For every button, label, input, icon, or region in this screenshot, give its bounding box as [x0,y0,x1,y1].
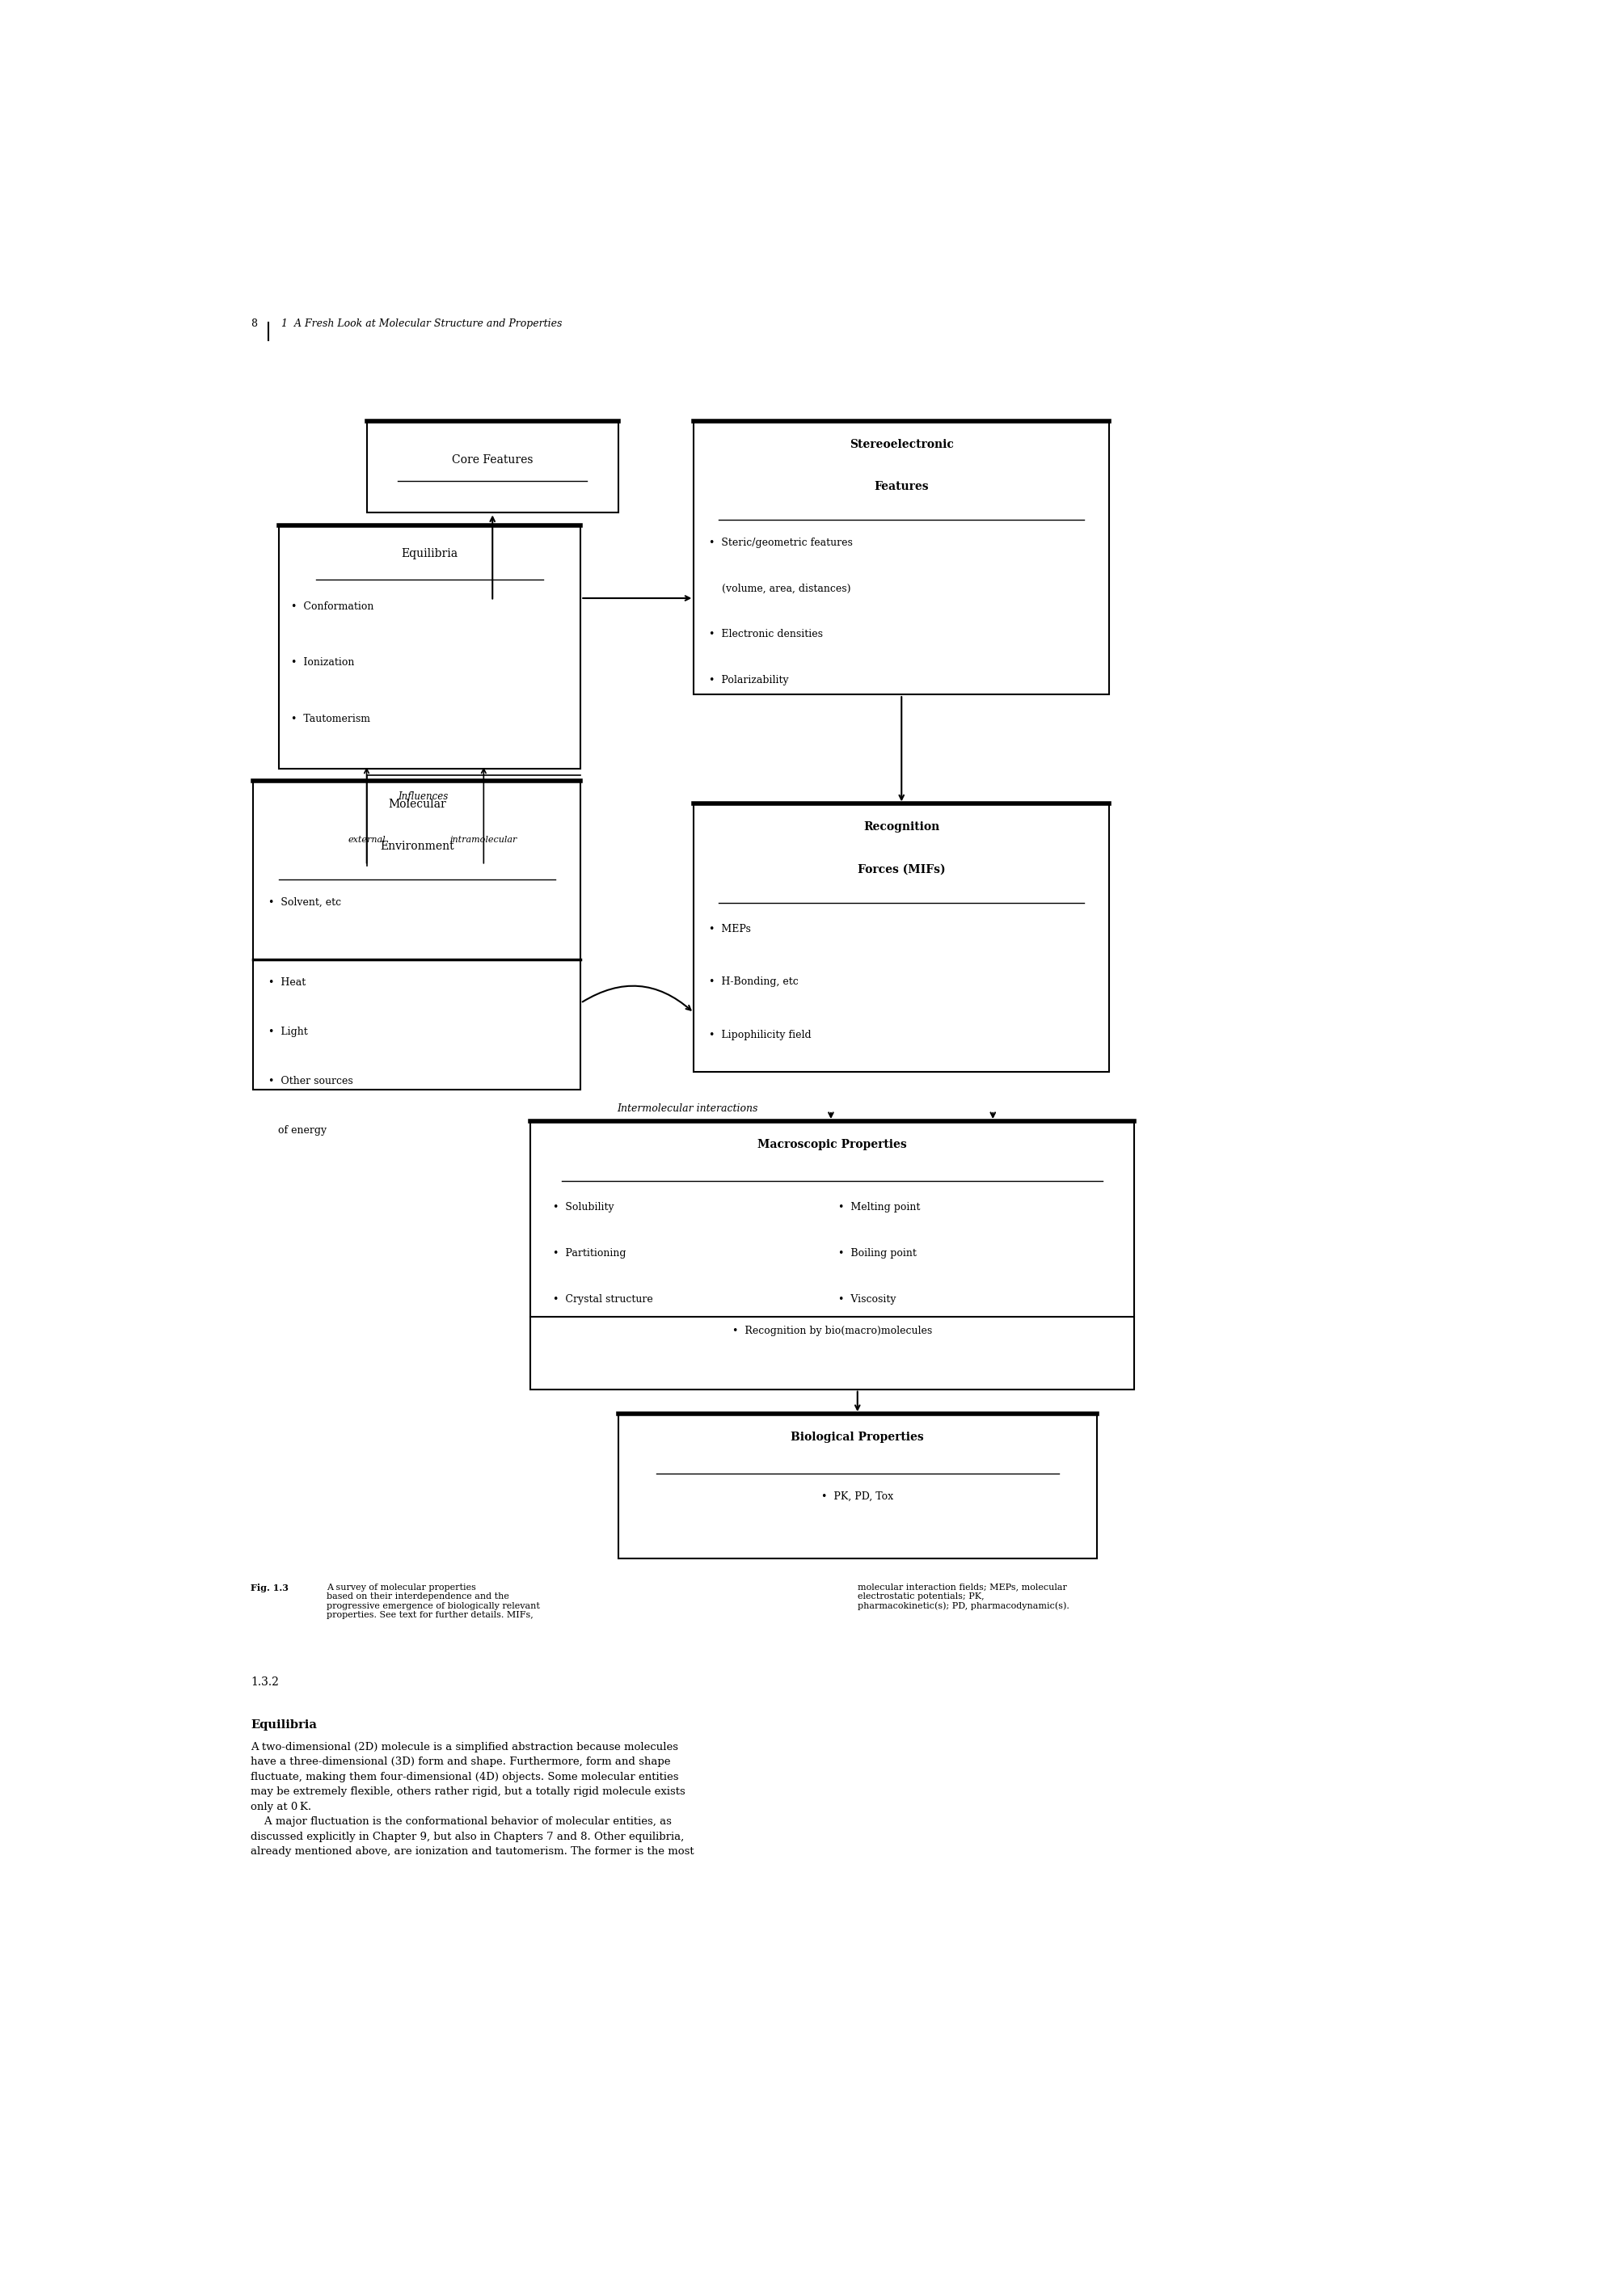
Bar [619,1413,1096,1559]
Text: external: external [348,836,385,843]
Text: Fig. 1.3: Fig. 1.3 [250,1582,289,1592]
Text: Macroscopic Properties: Macroscopic Properties [758,1138,906,1150]
Text: A two-dimensional (2D) molecule is a simplified abstraction because molecules
ha: A two-dimensional (2D) molecule is a sim… [250,1743,695,1857]
Text: •  Crystal structure: • Crystal structure [552,1294,653,1305]
Text: •  Viscosity: • Viscosity [838,1294,896,1305]
Text: Recognition: Recognition [864,822,940,834]
Text: •  MEPs: • MEPs [710,923,750,934]
Bar [279,524,581,769]
Text: •  Recognition by bio(macro)molecules: • Recognition by bio(macro)molecules [732,1326,932,1335]
Text: Equilibria: Equilibria [401,547,458,559]
Text: •  PK, PD, Tox: • PK, PD, Tox [822,1491,893,1502]
Text: •  Heat: • Heat [268,978,305,987]
Text: intramolecular: intramolecular [450,836,518,843]
Text: Environment: Environment [380,840,455,852]
Text: •  Polarizability: • Polarizability [710,676,789,685]
Text: of energy: of energy [268,1127,326,1136]
Text: Molecular: Molecular [388,799,447,811]
Text: Core Features: Core Features [451,453,533,465]
Text: Biological Properties: Biological Properties [791,1431,924,1443]
Text: 1.3.2: 1.3.2 [250,1676,279,1688]
Text: •  Boiling point: • Boiling point [838,1248,916,1260]
Text: •  H-Bonding, etc: • H-Bonding, etc [710,976,799,987]
Text: A survey of molecular properties
based on their interdependence and the
progress: A survey of molecular properties based o… [326,1582,539,1619]
Text: Intermolecular interactions: Intermolecular interactions [617,1104,758,1113]
Bar [367,421,619,513]
Text: •  Solvent, etc: • Solvent, etc [268,898,341,907]
Text: Forces (MIFs): Forces (MIFs) [857,863,945,875]
Text: •  Tautomerism: • Tautomerism [291,714,370,724]
Bar [693,421,1109,694]
Bar [253,781,581,1090]
Text: •  Other sources: • Other sources [268,1076,352,1088]
Text: Influences: Influences [398,792,448,801]
Bar [529,1122,1134,1390]
Text: •  Light: • Light [268,1026,309,1037]
Text: 8: 8 [250,318,257,330]
Text: •  Solubility: • Solubility [552,1202,614,1214]
Text: •  Ionization: • Ionization [291,657,354,669]
Text: molecular interaction fields; MEPs, molecular
electrostatic potentials; PK,
phar: molecular interaction fields; MEPs, mole… [857,1582,1069,1610]
Text: •  Steric/geometric features: • Steric/geometric features [710,538,853,547]
Text: 1  A Fresh Look at Molecular Structure and Properties: 1 A Fresh Look at Molecular Structure an… [281,318,562,330]
Bar [693,804,1109,1072]
Text: •  Electronic densities: • Electronic densities [710,630,823,639]
Text: Features: Features [874,481,929,492]
Text: •  Melting point: • Melting point [838,1202,921,1214]
Text: (volume, area, distances): (volume, area, distances) [710,584,851,593]
Text: Equilibria: Equilibria [250,1720,317,1731]
Text: Stereoelectronic: Stereoelectronic [849,440,953,451]
Text: •  Partitioning: • Partitioning [552,1248,625,1260]
Text: •  Lipophilicity field: • Lipophilicity field [710,1030,812,1040]
Text: •  Conformation: • Conformation [291,600,374,611]
